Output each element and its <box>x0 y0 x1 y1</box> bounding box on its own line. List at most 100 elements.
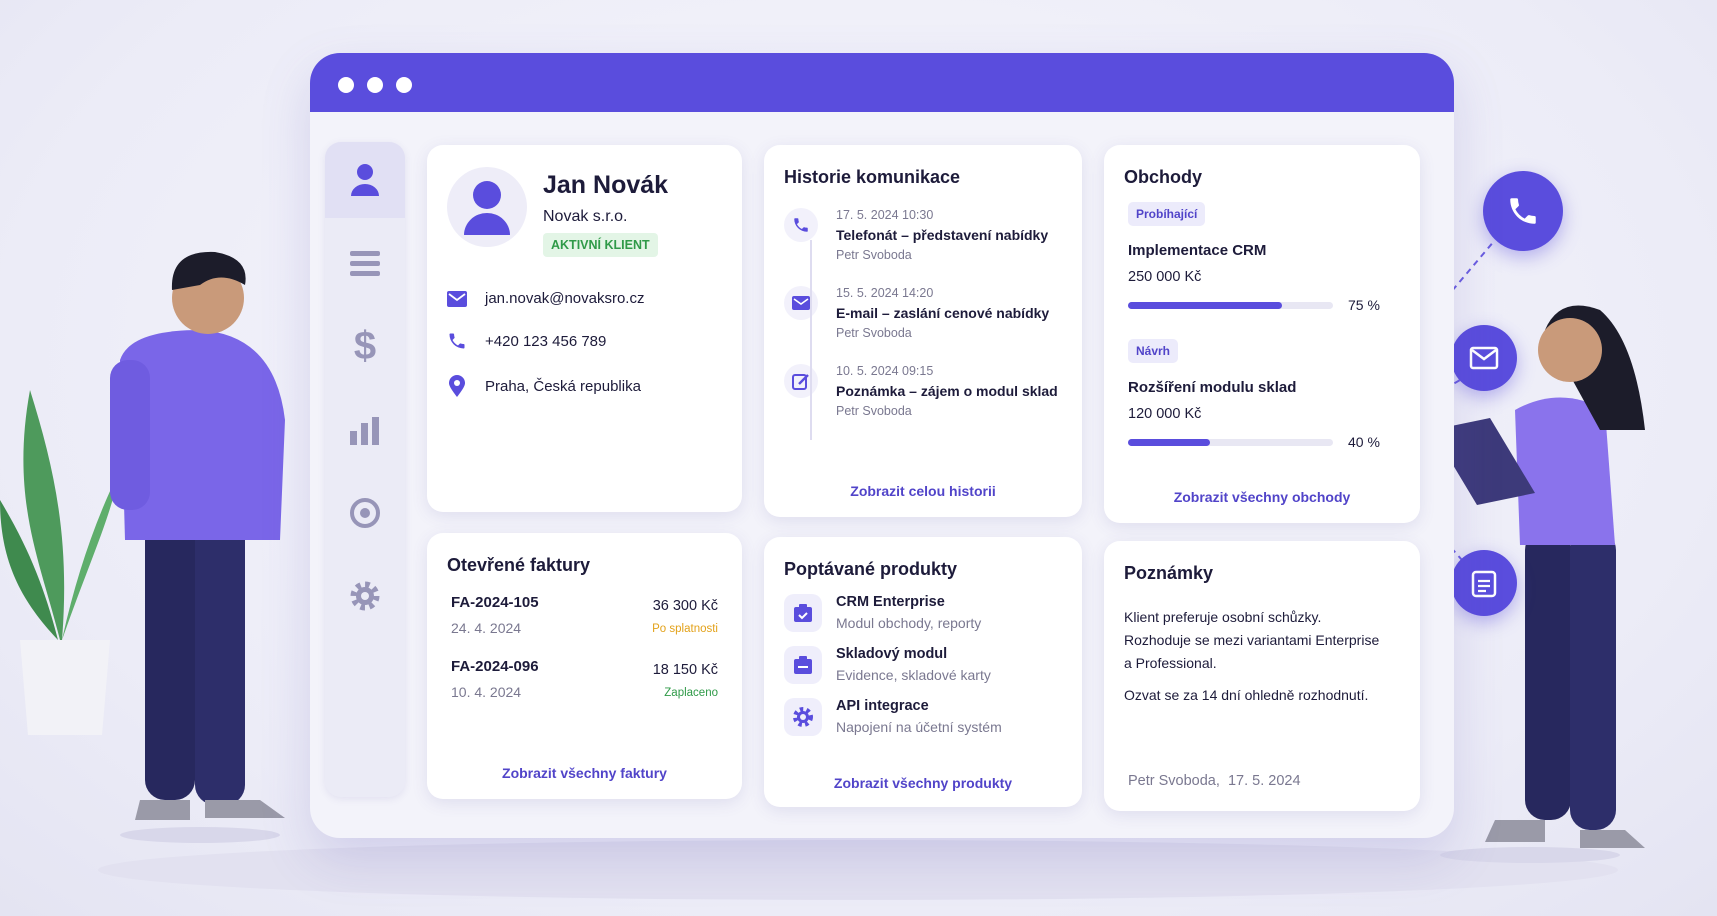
nav-settings[interactable] <box>325 558 405 634</box>
invoice-left: FA-2024-096 10. 4. 2024 <box>451 658 539 700</box>
history-date: 15. 5. 2024 14:20 <box>836 286 934 300</box>
invoice-amount: 18 150 Kč <box>652 662 718 678</box>
product-description: Evidence, skladové karty <box>836 667 991 683</box>
nav-list[interactable] <box>325 225 405 301</box>
products-link[interactable]: Zobrazit všechny produkty <box>833 775 1013 791</box>
product: API integrace Napojení na účetní systém <box>784 698 1062 736</box>
invoice: FA-2024-096 10. 4. 2024 18 150 Kč Zaplaceno <box>451 658 718 700</box>
invoices-card: Otevřené faktury FA-2024-105 24. 4. 2024 3… <box>427 533 742 799</box>
history-card: Historie komunikace 17. 5. 2024 10:30 Tel… <box>764 145 1082 517</box>
invoice-date: 24. 4. 2024 <box>451 620 522 636</box>
progress-fill <box>1128 438 1210 446</box>
icon <box>447 290 467 307</box>
window-dot[interactable] <box>338 77 354 93</box>
invoice-amount: 36 300 Kč <box>652 598 718 614</box>
icon <box>350 251 380 276</box>
icon <box>1510 198 1536 224</box>
nav-profile[interactable] <box>325 142 405 218</box>
deal-amount: 250 000 Kč <box>1128 269 1202 285</box>
product-name: Skladový modul <box>836 646 948 662</box>
deal-stage: Probíhající <box>1128 202 1206 226</box>
invoices-link[interactable]: Zobrazit všechny faktury <box>502 765 667 781</box>
invoice-status: Po splatnosti <box>652 623 718 635</box>
deal-stage: Návrh <box>1128 339 1179 363</box>
note-line: a Professional. <box>1124 655 1217 671</box>
product-name: API integrace <box>836 698 929 714</box>
profile-card: Jan Novák Novak s.r.o. AKTIVNÍ KLIENT ja… <box>427 145 742 512</box>
phone-bubble[interactable] <box>1483 171 1563 251</box>
note-line: Klient preferuje osobní schůzky. <box>1124 609 1322 625</box>
timeline-line <box>810 240 812 440</box>
invoice-number: FA-2024-096 <box>451 658 539 675</box>
nav-goals[interactable] <box>325 475 405 551</box>
nav-deals[interactable]: $ <box>353 323 377 368</box>
icon <box>350 581 380 611</box>
client-company: Novak s.r.o. <box>543 208 628 225</box>
history-icon <box>784 286 818 320</box>
avatar <box>447 167 527 247</box>
icon <box>1471 570 1497 598</box>
contact-row: +420 123 456 789 <box>447 331 722 351</box>
history-link[interactable]: Zobrazit celou historii <box>850 483 996 499</box>
history-item: 17. 5. 2024 10:30 Telefonát – představení… <box>784 208 1062 262</box>
history-subject: Poznámka – zájem o modul sklad <box>836 383 1058 399</box>
deal: Návrh Rozšíření modulu sklad 120 000 Kč 40 … <box>1128 339 1396 450</box>
phone[interactable]: +420 123 456 789 <box>485 332 607 350</box>
product-text: API integrace Napojení na účetní systém <box>836 698 1002 736</box>
deal-progress: 75 % <box>1128 297 1396 313</box>
invoice-number: FA-2024-105 <box>451 594 539 611</box>
history-date: 17. 5. 2024 10:30 <box>836 208 934 222</box>
note-line: Rozhoduje se mezi variantami Enterprise <box>1124 632 1380 648</box>
deals-link[interactable]: Zobrazit všechny obchody <box>1173 489 1351 505</box>
invoice-date: 10. 4. 2024 <box>451 684 522 700</box>
icon <box>793 707 813 727</box>
task-bubble[interactable] <box>1451 550 1517 616</box>
note-line: Ozvat se za 14 dní ohledně rozhodnutí. <box>1124 687 1369 703</box>
icon <box>794 604 812 622</box>
history-author: Petr Svoboda <box>836 248 912 262</box>
deals-card: Obchody Probíhající Implementace CRM 250 0… <box>1104 145 1420 523</box>
window-dot[interactable] <box>367 77 383 93</box>
email[interactable]: jan.novak@novaksro.cz <box>485 290 645 307</box>
product-name: CRM Enterprise <box>836 594 945 610</box>
card-title: Poptávané produkty <box>784 559 958 579</box>
note-signature: Petr Svoboda, 17. 5. 2024 <box>1128 773 1301 789</box>
plant <box>0 390 120 735</box>
card-title: Otevřené faktury <box>447 555 591 575</box>
history-subject: Telefonát – představení nabídky <box>836 227 1049 243</box>
history-item: 10. 5. 2024 09:15 Poznámka – zájem o modu… <box>784 364 1062 418</box>
icon <box>351 164 379 196</box>
icon <box>449 333 465 349</box>
icon <box>792 374 809 390</box>
nav-reports[interactable] <box>325 392 405 468</box>
connector-lines <box>1421 239 1496 561</box>
notes-card: Poznámky Klient preferuje osobní schůzky… <box>1104 541 1420 811</box>
product-icon <box>784 594 822 632</box>
mail-bubble[interactable] <box>1451 325 1517 391</box>
product-icon <box>784 646 822 684</box>
card-title: Historie komunikace <box>784 167 961 187</box>
history-icon <box>784 364 818 398</box>
product-icon <box>784 698 822 736</box>
floor-shadow <box>98 840 1618 900</box>
window-dot[interactable] <box>396 77 412 93</box>
invoice-status: Zaplaceno <box>664 687 718 699</box>
card-title: Obchody <box>1124 167 1203 187</box>
icon <box>449 375 465 397</box>
progress-label: 40 % <box>1348 434 1380 450</box>
icon <box>464 181 510 235</box>
product: CRM Enterprise Modul obchody, reporty <box>784 594 1062 632</box>
history-text: 10. 5. 2024 09:15 Poznámka – zájem o modu… <box>836 364 1058 418</box>
invoice-right: 18 150 Kč Zaplaceno <box>653 658 718 700</box>
history-text: 17. 5. 2024 10:30 Telefonát – představení… <box>836 208 1048 262</box>
history-author: Petr Svoboda <box>836 404 912 418</box>
icon <box>794 218 808 232</box>
history-author: Petr Svoboda <box>836 326 912 340</box>
progress-fill <box>1128 301 1282 309</box>
contact-row: Praha, Česká republika <box>447 375 722 397</box>
invoice-left: FA-2024-105 24. 4. 2024 <box>451 594 539 636</box>
product-text: CRM Enterprise Modul obchody, reporty <box>836 594 981 632</box>
deal-name: Implementace CRM <box>1128 242 1267 259</box>
contact-row: jan.novak@novaksro.cz <box>447 290 722 307</box>
